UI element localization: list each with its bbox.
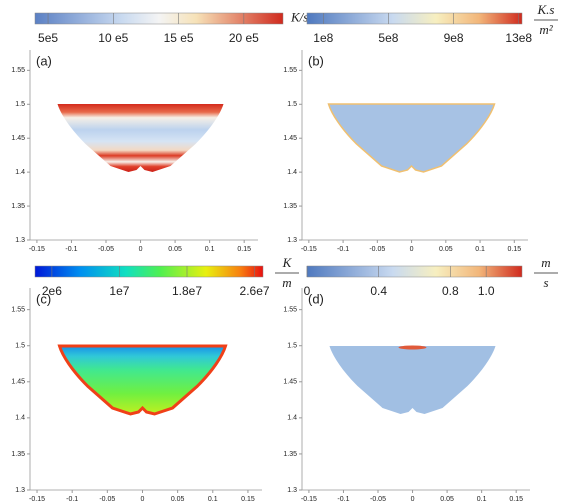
colorbar-unit-numerator: K bbox=[282, 255, 293, 270]
x-tick-label: -0.05 bbox=[99, 496, 115, 503]
y-tick-label: 1.4 bbox=[15, 415, 25, 422]
x-tick-label: -0.05 bbox=[98, 246, 114, 253]
y-tick-label: 1.35 bbox=[283, 451, 297, 458]
x-tick-label: -0.15 bbox=[301, 246, 317, 253]
x-tick-label: -0.15 bbox=[29, 246, 45, 253]
colorbar-unit-numerator: m bbox=[541, 255, 550, 270]
x-tick-label: 0.1 bbox=[205, 246, 215, 253]
y-tick-label: 1.55 bbox=[11, 67, 25, 74]
colorbar-tick-label: 9e8 bbox=[444, 31, 464, 45]
x-tick-label: -0.1 bbox=[65, 246, 77, 253]
x-tick-label: 0.05 bbox=[440, 496, 454, 503]
colorbar-tick-label: 5e8 bbox=[378, 31, 398, 45]
x-tick-label: 0 bbox=[139, 246, 143, 253]
x-tick-label: 0.05 bbox=[171, 496, 185, 503]
x-tick-label: -0.05 bbox=[370, 496, 386, 503]
x-tick-label: 0.1 bbox=[475, 246, 485, 253]
y-tick-label: 1.45 bbox=[11, 135, 25, 142]
colorbar bbox=[34, 265, 264, 278]
x-tick-label: -0.05 bbox=[369, 246, 385, 253]
y-tick-label: 1.4 bbox=[15, 169, 25, 176]
y-tick-label: 1.45 bbox=[283, 379, 297, 386]
y-tick-label: 1.3 bbox=[287, 487, 297, 494]
colorbar-tick-label: 13e8 bbox=[505, 31, 532, 45]
x-tick-label: -0.15 bbox=[301, 496, 317, 503]
x-tick-label: 0.15 bbox=[237, 246, 251, 253]
field-b bbox=[327, 103, 496, 173]
colorbar-tick-label: 10 e5 bbox=[98, 31, 128, 45]
colorbar-unit-numerator: K.s bbox=[537, 2, 555, 17]
colorbar bbox=[306, 265, 523, 278]
colorbar-tick-label: 2.6e7 bbox=[240, 284, 270, 298]
field-d bbox=[329, 345, 496, 414]
y-tick-label: 1.3 bbox=[15, 237, 25, 244]
y-tick-label: 1.5 bbox=[15, 343, 25, 350]
y-tick-label: 1.35 bbox=[11, 451, 25, 458]
colorbar-tick-label: 1e8 bbox=[313, 31, 333, 45]
colorbar-tick-label: 0 bbox=[304, 284, 311, 298]
colorbar-tick-label: 1e7 bbox=[109, 284, 129, 298]
colorbar bbox=[34, 12, 284, 25]
x-tick-label: -0.1 bbox=[337, 246, 349, 253]
panel-label: (a) bbox=[36, 53, 52, 68]
x-tick-label: -0.15 bbox=[29, 496, 45, 503]
y-tick-label: 1.55 bbox=[283, 67, 297, 74]
panel-label: (c) bbox=[36, 291, 51, 306]
x-tick-label: -0.1 bbox=[337, 496, 349, 503]
panel-label: (d) bbox=[308, 291, 324, 306]
x-tick-label: -0.1 bbox=[66, 496, 78, 503]
y-tick-label: 1.3 bbox=[287, 237, 297, 244]
colorbar-tick-label: 2e6 bbox=[42, 284, 62, 298]
y-tick-label: 1.35 bbox=[283, 203, 297, 210]
y-tick-label: 1.5 bbox=[287, 343, 297, 350]
colorbar-tick-label: 1.8e7 bbox=[172, 284, 202, 298]
x-tick-label: 0.15 bbox=[241, 496, 255, 503]
colorbar-tick-label: 20 e5 bbox=[229, 31, 259, 45]
x-tick-label: 0.05 bbox=[168, 246, 182, 253]
x-tick-label: 0 bbox=[141, 496, 145, 503]
panel-label: (b) bbox=[308, 53, 324, 68]
y-tick-label: 1.4 bbox=[287, 169, 297, 176]
x-tick-label: 0.15 bbox=[507, 246, 521, 253]
y-tick-label: 1.45 bbox=[11, 379, 25, 386]
colorbar-tick-label: 5e5 bbox=[38, 31, 58, 45]
y-tick-label: 1.5 bbox=[287, 101, 297, 108]
colorbar bbox=[306, 12, 523, 25]
x-tick-label: 0.05 bbox=[439, 246, 453, 253]
field-c bbox=[58, 344, 227, 416]
colorbar-tick-label: 1.0 bbox=[478, 284, 495, 298]
colorbar-unit-denominator: m bbox=[282, 275, 291, 290]
y-tick-label: 1.45 bbox=[283, 135, 297, 142]
x-tick-label: 0.1 bbox=[208, 496, 218, 503]
x-tick-label: 0 bbox=[411, 496, 415, 503]
colorbar-tick-label: 15 e5 bbox=[164, 31, 194, 45]
colorbar-unit: K/s bbox=[290, 9, 308, 24]
x-tick-label: 0.15 bbox=[509, 496, 523, 503]
field-a bbox=[57, 104, 224, 172]
colorbar-tick-label: 0.8 bbox=[442, 284, 459, 298]
y-tick-label: 1.55 bbox=[11, 306, 25, 313]
y-tick-label: 1.5 bbox=[15, 101, 25, 108]
colorbar-unit-denominator: s bbox=[543, 275, 548, 290]
x-tick-label: 0 bbox=[410, 246, 414, 253]
x-tick-label: 0.1 bbox=[477, 496, 487, 503]
y-tick-label: 1.4 bbox=[287, 415, 297, 422]
colorbar-unit-denominator: m² bbox=[539, 22, 553, 37]
colorbar-tick-label: 0.4 bbox=[370, 284, 387, 298]
y-tick-label: 1.3 bbox=[15, 487, 25, 494]
y-tick-label: 1.35 bbox=[11, 203, 25, 210]
y-tick-label: 1.55 bbox=[283, 306, 297, 313]
